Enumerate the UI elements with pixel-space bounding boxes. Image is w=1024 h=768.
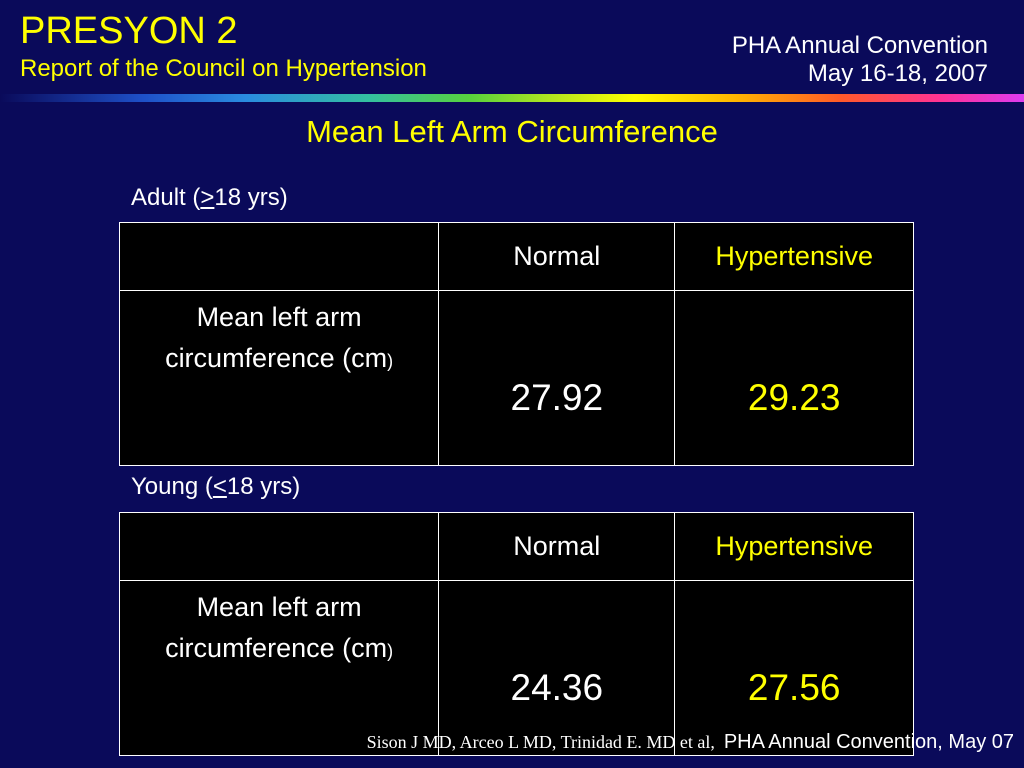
event-info: PHA Annual Convention May 16-18, 2007 xyxy=(732,32,988,88)
header-cell-hypertensive: Hypertensive xyxy=(674,222,914,291)
header-cell-empty xyxy=(118,222,440,291)
adult-label-prefix: Adult ( xyxy=(131,184,201,211)
adult-hypertensive-value: 29.23 xyxy=(674,290,914,466)
row-label-text: Mean left arm circumference (cm xyxy=(165,592,388,663)
table-row: Mean left arm circumference (cm) 27.92 2… xyxy=(118,290,914,466)
young-table: Normal Hypertensive Mean left arm circum… xyxy=(118,512,914,756)
presentation-title: PRESYON 2 xyxy=(20,10,238,52)
table-row: Mean left arm circumference (cm) 24.36 2… xyxy=(118,580,914,756)
row-label-close: ) xyxy=(387,351,394,371)
row-label-cell: Mean left arm circumference (cm) xyxy=(118,580,440,756)
adult-label-suffix: 18 yrs) xyxy=(214,184,288,211)
table-header-row: Normal Hypertensive xyxy=(118,512,914,581)
slide-heading: Mean Left Arm Circumference xyxy=(306,114,718,149)
header-cell-empty xyxy=(118,512,440,581)
header-cell-normal: Normal xyxy=(438,222,676,291)
adult-section-label: Adult (>18 yrs) xyxy=(131,184,288,212)
footer-authors: Sison J MD, Arceo L MD, Trinidad E. MD e… xyxy=(366,732,715,752)
event-dates: May 16-18, 2007 xyxy=(807,60,988,87)
young-section-label: Young (<18 yrs) xyxy=(131,473,300,501)
header-cell-normal: Normal xyxy=(438,512,676,581)
event-name: PHA Annual Convention xyxy=(731,32,988,59)
young-label-suffix: 18 yrs) xyxy=(226,473,301,500)
adult-normal-value: 27.92 xyxy=(438,290,676,466)
young-normal-value: 24.36 xyxy=(438,580,676,756)
footer-citation: Sison J MD, Arceo L MD, Trinidad E. MD e… xyxy=(367,731,1014,754)
adult-table: Normal Hypertensive Mean left arm circum… xyxy=(118,222,914,466)
footer-event: PHA Annual Convention, May 07 xyxy=(723,731,1014,753)
row-label-close: ) xyxy=(387,641,394,661)
rainbow-divider xyxy=(0,94,1024,102)
less-than-or-equal-symbol: < xyxy=(212,473,227,500)
header-cell-hypertensive: Hypertensive xyxy=(674,512,914,581)
greater-than-or-equal-symbol: > xyxy=(200,184,215,211)
table-header-row: Normal Hypertensive xyxy=(118,222,914,291)
young-label-prefix: Young ( xyxy=(131,473,213,500)
row-label-text: Mean left arm circumference (cm xyxy=(165,302,388,373)
presentation-subtitle: Report of the Council on Hypertension xyxy=(20,55,427,82)
row-label-cell: Mean left arm circumference (cm) xyxy=(118,290,440,466)
young-hypertensive-value: 27.56 xyxy=(674,580,914,756)
